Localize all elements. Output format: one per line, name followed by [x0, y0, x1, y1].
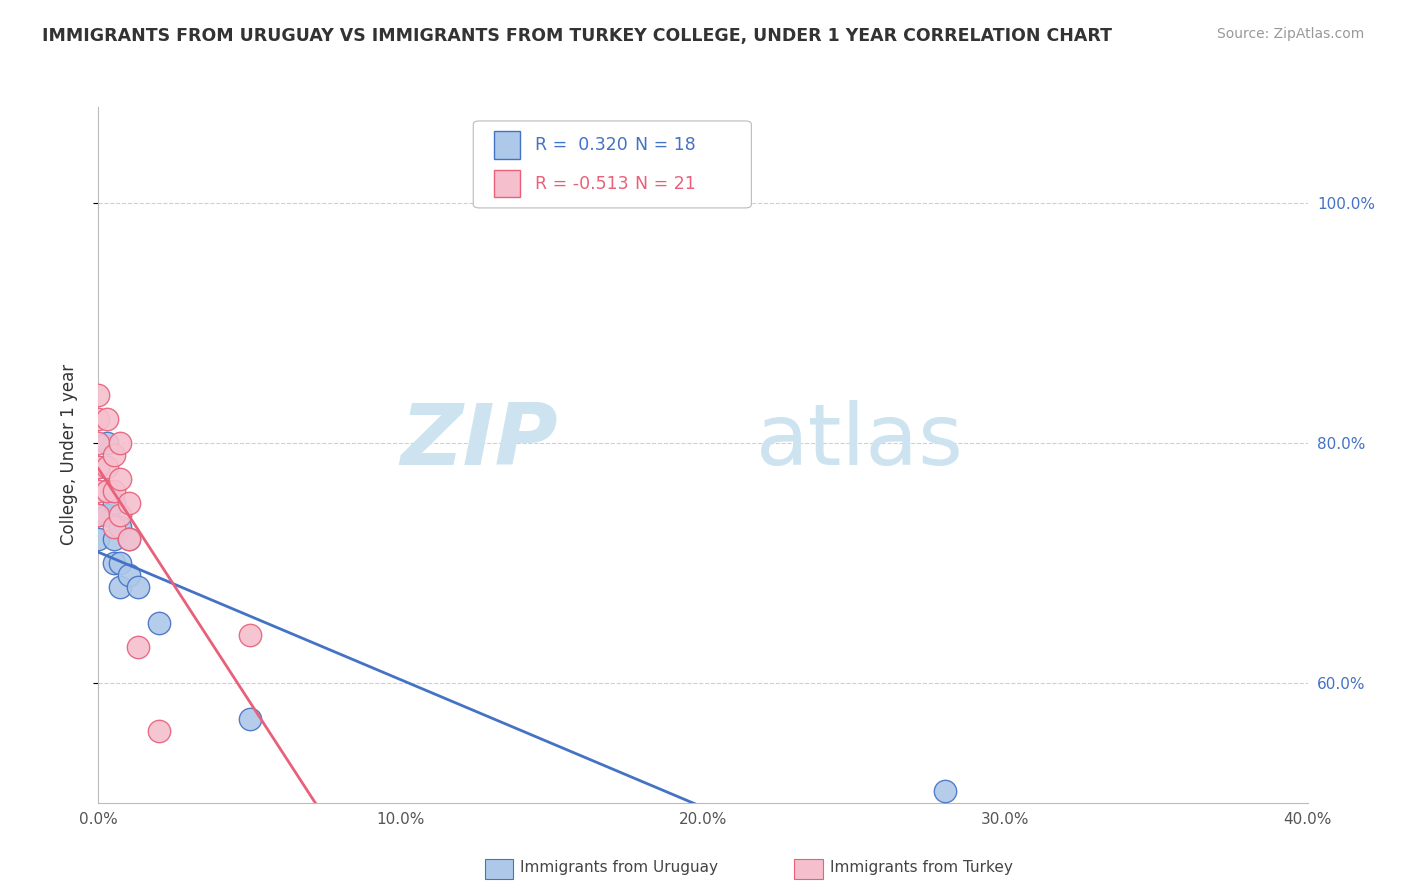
Point — [108, 520, 131, 534]
Point — [108, 580, 131, 594]
Point — [239, 628, 262, 642]
Text: Source: ZipAtlas.com: Source: ZipAtlas.com — [1216, 27, 1364, 41]
Point — [96, 436, 118, 450]
FancyBboxPatch shape — [474, 121, 751, 208]
Point — [239, 712, 262, 726]
Point — [103, 483, 125, 498]
Text: atlas: atlas — [756, 400, 965, 483]
Point — [87, 459, 110, 474]
Point — [148, 615, 170, 630]
Text: Immigrants from Turkey: Immigrants from Turkey — [830, 861, 1012, 875]
Point — [108, 436, 131, 450]
Point — [87, 436, 110, 450]
Point — [103, 556, 125, 570]
Point — [96, 508, 118, 522]
Text: N = 21: N = 21 — [636, 175, 696, 193]
Point — [934, 784, 956, 798]
Point — [103, 448, 125, 462]
Point — [127, 640, 149, 654]
FancyBboxPatch shape — [494, 131, 520, 159]
Point — [118, 567, 141, 582]
Point — [96, 459, 118, 474]
Point — [96, 483, 118, 498]
Point — [87, 508, 110, 522]
Point — [148, 723, 170, 738]
Text: R = -0.513: R = -0.513 — [534, 175, 628, 193]
Point — [103, 532, 125, 546]
Point — [96, 412, 118, 426]
Point — [87, 483, 110, 498]
Point — [87, 459, 110, 474]
Text: N = 18: N = 18 — [636, 136, 696, 154]
Point — [108, 556, 131, 570]
Point — [103, 520, 125, 534]
Point — [96, 483, 118, 498]
Point — [87, 388, 110, 402]
Text: R =  0.320: R = 0.320 — [534, 136, 627, 154]
Text: Immigrants from Uruguay: Immigrants from Uruguay — [520, 861, 718, 875]
FancyBboxPatch shape — [494, 169, 520, 197]
Point — [118, 496, 141, 510]
Point — [127, 580, 149, 594]
Point — [118, 532, 141, 546]
Point — [118, 532, 141, 546]
Point — [87, 412, 110, 426]
Point — [108, 508, 131, 522]
Point — [87, 532, 110, 546]
Text: ZIP: ZIP — [401, 400, 558, 483]
Point — [87, 508, 110, 522]
Text: IMMIGRANTS FROM URUGUAY VS IMMIGRANTS FROM TURKEY COLLEGE, UNDER 1 YEAR CORRELAT: IMMIGRANTS FROM URUGUAY VS IMMIGRANTS FR… — [42, 27, 1112, 45]
Point — [103, 496, 125, 510]
Y-axis label: College, Under 1 year: College, Under 1 year — [59, 364, 77, 546]
Point — [108, 472, 131, 486]
